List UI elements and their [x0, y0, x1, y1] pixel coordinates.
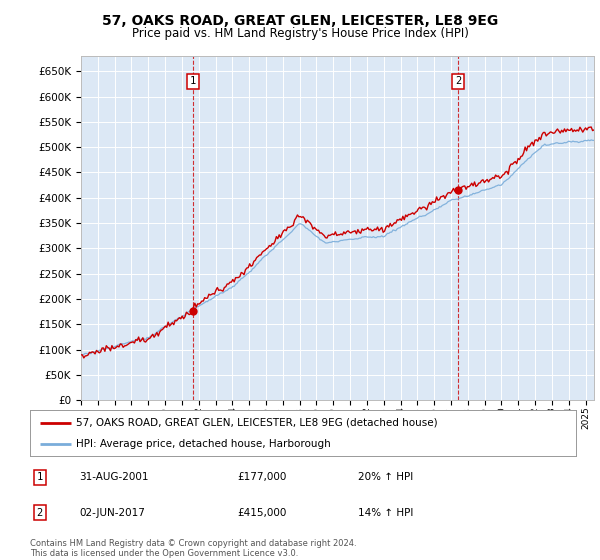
Text: 20% ↑ HPI: 20% ↑ HPI — [358, 472, 413, 482]
Text: 14% ↑ HPI: 14% ↑ HPI — [358, 508, 413, 518]
Text: 1: 1 — [37, 472, 43, 482]
Text: 2: 2 — [37, 508, 43, 518]
Text: HPI: Average price, detached house, Harborough: HPI: Average price, detached house, Harb… — [76, 439, 331, 449]
Text: 57, OAKS ROAD, GREAT GLEN, LEICESTER, LE8 9EG: 57, OAKS ROAD, GREAT GLEN, LEICESTER, LE… — [102, 14, 498, 28]
Text: £177,000: £177,000 — [238, 472, 287, 482]
Text: 1: 1 — [190, 76, 196, 86]
Text: 31-AUG-2001: 31-AUG-2001 — [79, 472, 149, 482]
Text: Contains HM Land Registry data © Crown copyright and database right 2024.
This d: Contains HM Land Registry data © Crown c… — [30, 539, 356, 558]
Text: £415,000: £415,000 — [238, 508, 287, 518]
Text: 02-JUN-2017: 02-JUN-2017 — [79, 508, 145, 518]
Text: Price paid vs. HM Land Registry's House Price Index (HPI): Price paid vs. HM Land Registry's House … — [131, 27, 469, 40]
Text: 57, OAKS ROAD, GREAT GLEN, LEICESTER, LE8 9EG (detached house): 57, OAKS ROAD, GREAT GLEN, LEICESTER, LE… — [76, 418, 438, 428]
Text: 2: 2 — [455, 76, 461, 86]
